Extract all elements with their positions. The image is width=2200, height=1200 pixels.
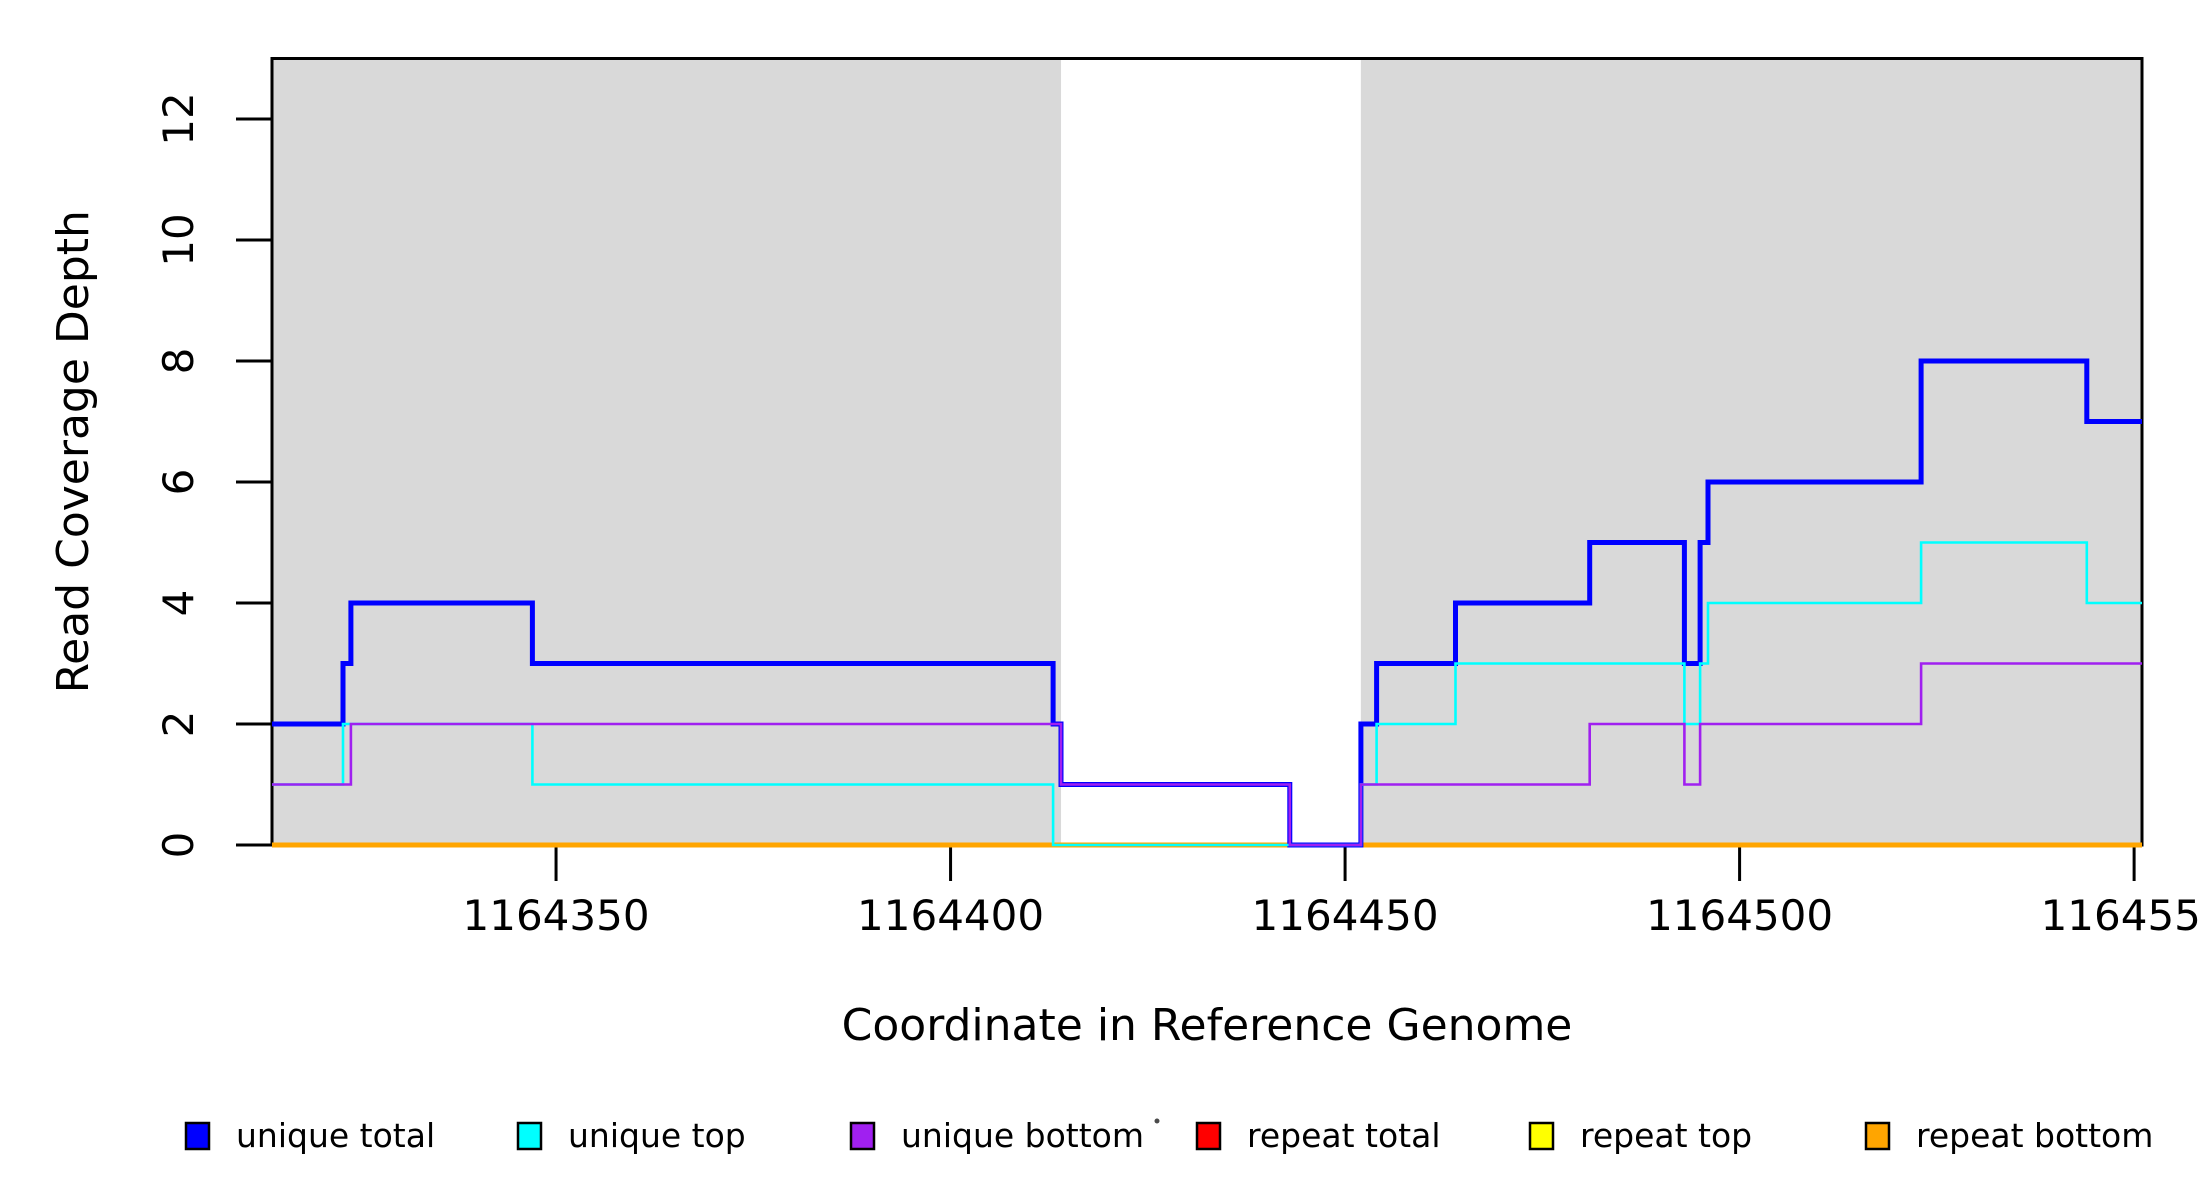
y-tick-label: 8 [154,348,203,375]
x-tick-label: 1164500 [1646,891,1833,940]
legend-label-unique-top: unique top [568,1116,746,1155]
legend-swatch-repeat-top [1528,1121,1555,1151]
x-tick-label: 1164350 [463,891,650,940]
y-tick-label: 0 [154,832,203,859]
series-line-unique-bottom [272,662,2142,847]
legend-label-repeat-top: repeat top [1580,1116,1752,1155]
shaded-region-2 [1360,58,2142,845]
y-tick-label: 2 [154,711,203,738]
stray-dot-mark [1154,1118,1160,1124]
x-tick-label: 1164450 [1252,891,1439,940]
legend-label-repeat-total: repeat total [1247,1116,1441,1155]
y-axis-title: Read Coverage Depth [48,210,99,693]
shaded-region-1 [272,58,1062,845]
y-tick-label: 10 [154,213,203,266]
legend-label-unique-total: unique total [236,1116,435,1155]
legend-swatch-unique-total [184,1121,211,1151]
y-tick-label: 4 [154,590,203,617]
legend-swatch-unique-top [516,1121,543,1151]
series-line-unique-top [272,541,2142,847]
legend-swatch-unique-bottom [849,1121,876,1151]
legend-label-unique-bottom: unique bottom [901,1116,1144,1155]
legend-swatch-repeat-bottom [1864,1121,1891,1151]
x-axis-title: Coordinate in Reference Genome [842,1000,1573,1051]
series-line-unique-total [272,358,2142,848]
x-tick-label: 1164400 [857,891,1044,940]
y-tick-label: 12 [154,92,203,145]
y-tick-label: 6 [154,469,203,496]
legend-swatch-repeat-total [1195,1121,1222,1151]
legend-label-repeat-bottom: repeat bottom [1916,1116,2153,1155]
